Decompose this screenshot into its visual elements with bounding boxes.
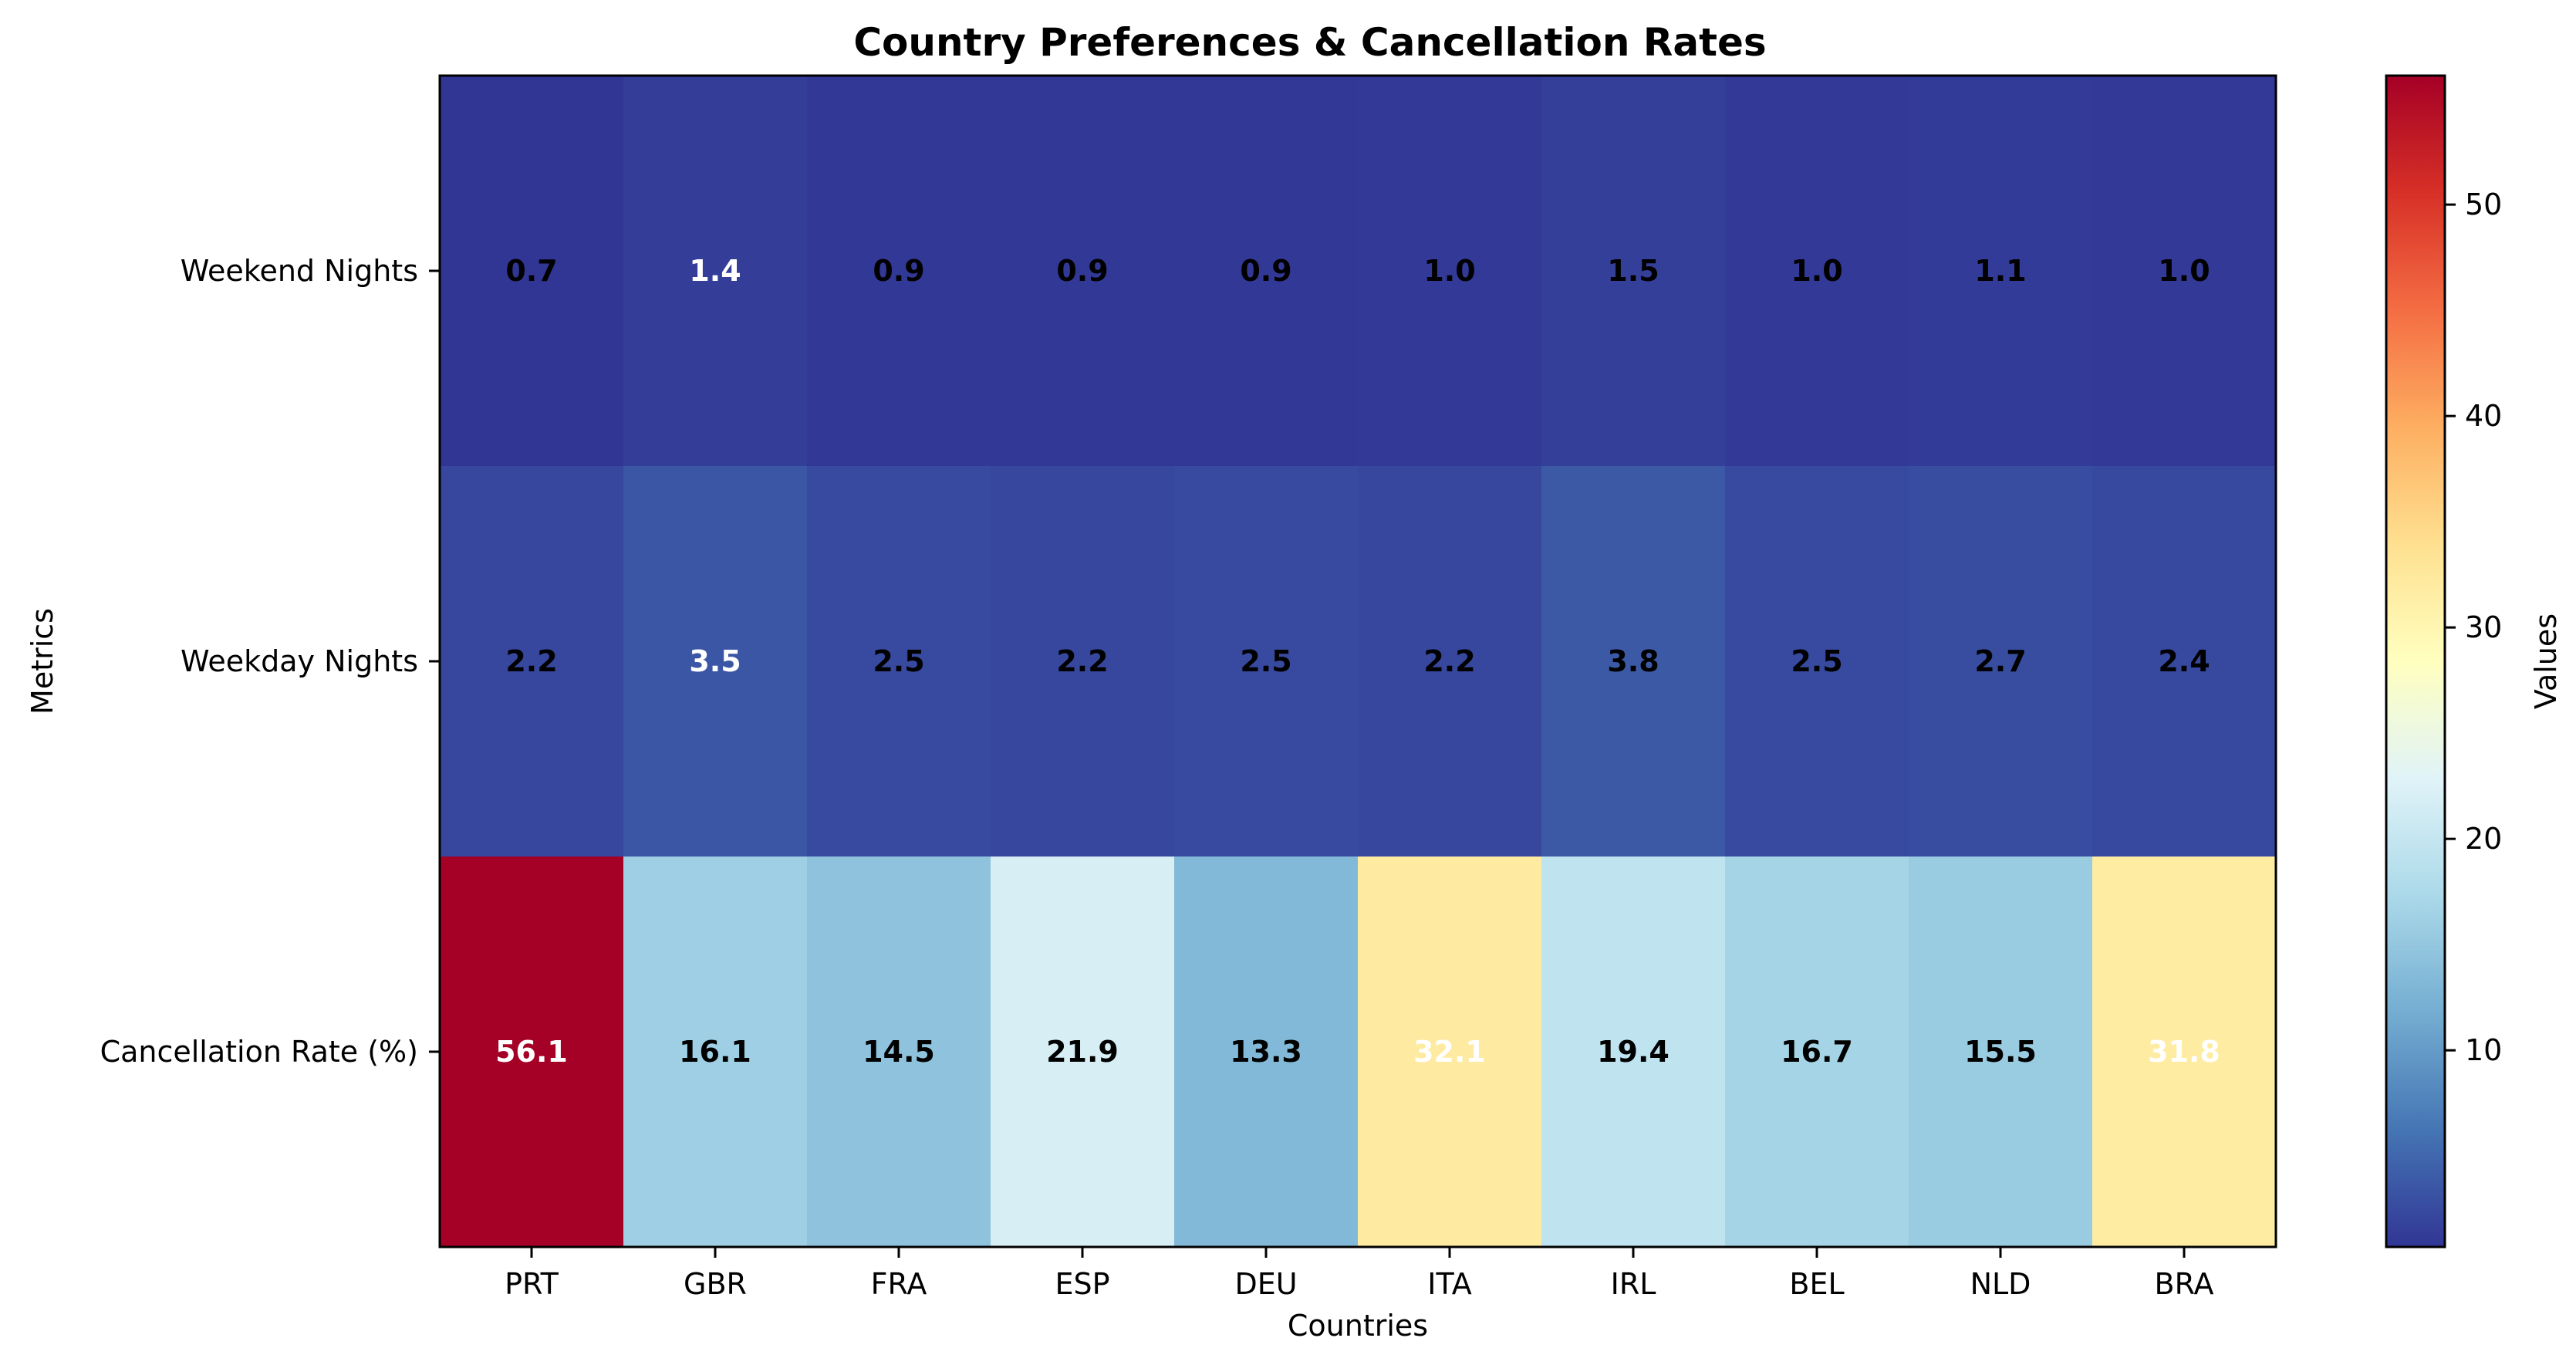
heatmap-cell bbox=[623, 76, 808, 467]
cell-value-label: 19.4 bbox=[1597, 1035, 1670, 1069]
heatmap-cell bbox=[1358, 466, 1542, 857]
heatmap-cell bbox=[1358, 857, 1542, 1248]
x-tick-label: PRT bbox=[505, 1267, 559, 1301]
x-tick-label: FRA bbox=[871, 1267, 927, 1301]
x-axis-ticks: PRT GBR FRA ESP DEU ITA IRL BEL NLD BRA bbox=[505, 1247, 2213, 1301]
cell-value-label: 2.2 bbox=[1056, 644, 1108, 678]
y-axis-ticks: Weekend Nights Weekday Nights Cancellation… bbox=[100, 254, 440, 1069]
heatmap-cell bbox=[1541, 857, 1726, 1248]
heatmap-cell bbox=[1725, 466, 1909, 857]
heatmap-cell bbox=[440, 466, 624, 857]
cell-value-label: 0.7 bbox=[505, 254, 557, 288]
y-tick-label: Weekday Nights bbox=[181, 644, 418, 678]
x-tick-label: IRL bbox=[1611, 1267, 1656, 1301]
heatmap-cell bbox=[807, 76, 991, 467]
cell-value-label: 1.4 bbox=[689, 254, 741, 288]
heatmap-cell bbox=[623, 466, 808, 857]
heatmap-cell bbox=[1541, 76, 1726, 467]
cell-value-labels: 0.7 1.4 0.9 0.9 0.9 1.0 1.5 1.0 1.1 1.0 2.2 3.5 2.5 2… bbox=[495, 254, 2220, 1069]
cell-value-label: 2.2 bbox=[505, 644, 557, 678]
heatmap-cell bbox=[2092, 466, 2277, 857]
heatmap-cell bbox=[1174, 76, 1359, 467]
cell-value-label: 56.1 bbox=[495, 1035, 568, 1069]
heatmap-cell bbox=[1909, 76, 2093, 467]
heatmap-cell bbox=[1174, 857, 1359, 1248]
heatmap-cell bbox=[440, 857, 624, 1248]
x-tick-label: ESP bbox=[1055, 1267, 1109, 1301]
cell-value-label: 14.5 bbox=[863, 1035, 935, 1069]
cell-value-label: 16.7 bbox=[1781, 1035, 1853, 1069]
cell-value-label: 21.9 bbox=[1046, 1035, 1119, 1069]
cell-value-label: 0.9 bbox=[1240, 254, 1291, 288]
colorbar-tick-label: 20 bbox=[2465, 822, 2502, 856]
x-axis-label: Countries bbox=[1288, 1309, 1428, 1343]
heatmap-cell bbox=[2092, 857, 2277, 1248]
x-tick-label: GBR bbox=[684, 1267, 747, 1301]
y-axis-label: Metrics bbox=[25, 608, 59, 715]
colorbar-tick-label: 30 bbox=[2465, 610, 2502, 644]
cell-value-label: 15.5 bbox=[1964, 1035, 2037, 1069]
x-tick-label: BRA bbox=[2155, 1267, 2214, 1301]
cell-value-label: 2.5 bbox=[873, 644, 924, 678]
cell-value-label: 0.9 bbox=[873, 254, 924, 288]
cell-value-label: 1.1 bbox=[1974, 254, 2026, 288]
cell-value-label: 1.5 bbox=[1607, 254, 1659, 288]
cell-value-label: 1.0 bbox=[2158, 254, 2210, 288]
colorbar-tick-label: 10 bbox=[2465, 1033, 2502, 1067]
colorbar-tick-label: 40 bbox=[2465, 399, 2502, 433]
cell-value-label: 2.5 bbox=[1791, 644, 1842, 678]
x-tick-label: ITA bbox=[1427, 1267, 1471, 1301]
cell-value-label: 1.0 bbox=[1791, 254, 1842, 288]
heatmap-cell bbox=[1909, 466, 2093, 857]
heatmap-cell bbox=[1725, 857, 1909, 1248]
x-tick-label: NLD bbox=[1970, 1267, 2031, 1301]
cell-value-label: 32.1 bbox=[1413, 1035, 1486, 1069]
heatmap-cell bbox=[1358, 76, 1542, 467]
x-tick-label: BEL bbox=[1789, 1267, 1844, 1301]
y-tick-label: Weekend Nights bbox=[181, 254, 418, 288]
heatmap-cell bbox=[991, 466, 1175, 857]
cell-value-label: 2.2 bbox=[1423, 644, 1475, 678]
heatmap-cell bbox=[623, 857, 808, 1248]
heatmap-cell bbox=[991, 76, 1175, 467]
cell-value-label: 3.8 bbox=[1607, 644, 1659, 678]
cell-value-label: 13.3 bbox=[1230, 1035, 1302, 1069]
heatmap-cell bbox=[1174, 466, 1359, 857]
x-tick-label: DEU bbox=[1234, 1267, 1297, 1301]
heatmap-cell bbox=[440, 76, 624, 467]
colorbar-ticks: 10 20 30 40 50 bbox=[2445, 188, 2502, 1067]
cell-value-label: 2.5 bbox=[1240, 644, 1291, 678]
cell-value-label: 1.0 bbox=[1423, 254, 1475, 288]
cell-value-label: 16.1 bbox=[679, 1035, 751, 1069]
heatmap-cell bbox=[807, 466, 991, 857]
cell-value-label: 31.8 bbox=[2148, 1035, 2220, 1069]
heatmap-cell bbox=[1541, 466, 1726, 857]
cell-value-label: 0.9 bbox=[1056, 254, 1108, 288]
cell-value-label: 2.7 bbox=[1974, 644, 2026, 678]
chart-title: Country Preferences & Cancellation Rates bbox=[853, 20, 1766, 65]
heatmap-cell bbox=[1725, 76, 1909, 467]
heatmap-cells bbox=[440, 76, 2277, 1248]
y-tick-label: Cancellation Rate (%) bbox=[100, 1035, 418, 1069]
colorbar-label: Values bbox=[2529, 613, 2563, 709]
heatmap-cell bbox=[991, 857, 1175, 1248]
colorbar-tick-label: 50 bbox=[2465, 188, 2502, 221]
cell-value-label: 3.5 bbox=[689, 644, 741, 678]
colorbar bbox=[2385, 74, 2446, 1248]
cell-value-label: 2.4 bbox=[2158, 644, 2210, 678]
heatmap-cell bbox=[2092, 76, 2277, 467]
heatmap-cell bbox=[807, 857, 991, 1248]
heatmap-cell bbox=[1909, 857, 2093, 1248]
